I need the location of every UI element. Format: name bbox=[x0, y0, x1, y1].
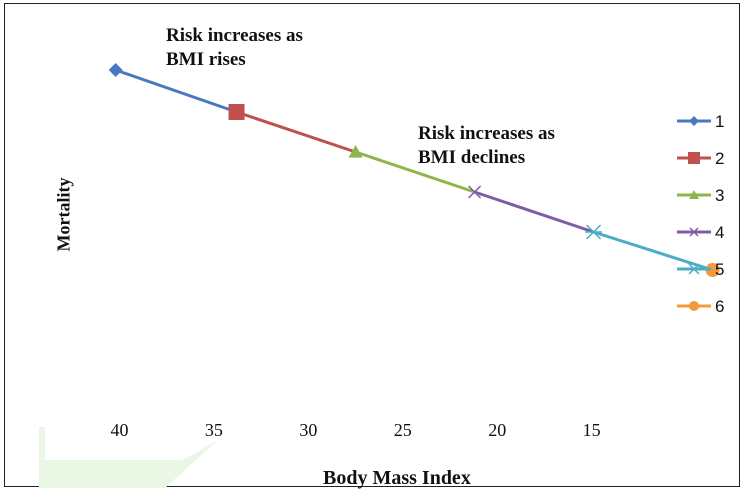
series-6-point bbox=[705, 263, 720, 277]
legend-marker-3 bbox=[689, 190, 699, 199]
legend-label-5: 5 bbox=[715, 260, 724, 279]
series-3-line bbox=[355, 150, 476, 194]
annotation-line-1: Risk increases as bbox=[418, 123, 555, 144]
series-2-point bbox=[228, 104, 245, 120]
annotation-line-1: Risk increases as bbox=[166, 25, 303, 46]
series-5-line bbox=[593, 230, 714, 272]
series-1-line bbox=[115, 68, 238, 114]
legend-marker-2 bbox=[688, 152, 700, 164]
x-tick-label: 15 bbox=[583, 420, 601, 440]
annotation-bmi-declines: Risk increases as BMI declines bbox=[418, 122, 555, 170]
plot-area bbox=[108, 63, 720, 277]
legend-marker-4 bbox=[689, 227, 699, 237]
chart-frame: 40 35 30 25 20 15 1 2 3 4 5 6 Risk increases as BM… bbox=[4, 3, 740, 489]
y-axis-label: Mortality bbox=[53, 177, 74, 252]
x-tick-label: 40 bbox=[110, 420, 128, 440]
annotation-line-2: BMI rises bbox=[166, 49, 246, 70]
x-tick-label: 35 bbox=[205, 420, 223, 440]
legend-marker-5 bbox=[688, 263, 700, 275]
legend-label-3: 3 bbox=[715, 186, 724, 205]
legend: 1 2 3 4 5 6 bbox=[677, 112, 724, 316]
legend-label-6: 6 bbox=[715, 297, 724, 316]
series-4-point bbox=[468, 185, 482, 199]
x-axis-label: Body Mass Index bbox=[323, 467, 471, 489]
annotation-bmi-rises: Risk increases as BMI rises bbox=[166, 24, 303, 72]
x-axis-ticks: 40 35 30 25 20 15 bbox=[110, 420, 600, 440]
series-3-point bbox=[348, 145, 363, 158]
legend-label-1: 1 bbox=[715, 112, 724, 131]
annotation-line-2: BMI declines bbox=[418, 147, 526, 168]
watermark-shape bbox=[39, 427, 227, 488]
x-tick-label: 25 bbox=[394, 420, 412, 440]
series-1-point bbox=[108, 63, 123, 77]
legend-label-2: 2 bbox=[715, 149, 724, 168]
legend-label-4: 4 bbox=[715, 223, 724, 242]
line-chart: 40 35 30 25 20 15 1 2 3 4 5 6 bbox=[39, 63, 724, 488]
x-tick-label: 30 bbox=[299, 420, 317, 440]
x-tick-label: 20 bbox=[488, 420, 506, 440]
series-4-line bbox=[474, 190, 595, 234]
series-2-line bbox=[236, 110, 357, 154]
legend-marker-6 bbox=[689, 301, 699, 311]
legend-marker-1 bbox=[689, 116, 699, 126]
series-5-point bbox=[585, 224, 602, 240]
